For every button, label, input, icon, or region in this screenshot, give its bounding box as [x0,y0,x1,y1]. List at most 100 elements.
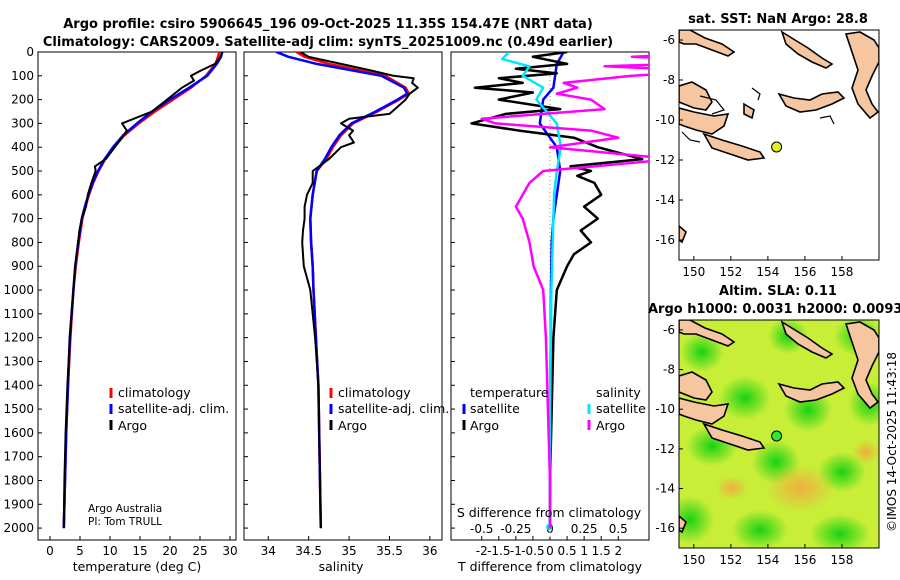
x-tick-label: 5 [76,544,84,558]
figure-title-line2: Climatology: CARS2009. Satellite-adj cli… [43,35,613,50]
temperature-legend: climatology satellite-adj. clim. Argo [109,385,229,433]
x-tick-label: 15 [132,544,147,558]
reef-outlines [681,87,835,143]
sla-map-frame [678,319,880,549]
figure-title-line1: Argo profile: csiro 5906645_196 09-Oct-2… [63,17,593,32]
map-x-tick-label: 158 [831,265,854,279]
depth-axis-ticks: 0 100 200 300 400 500 600 700 800 900 1000 1100 1200… [3,45,455,535]
map-y-tick-label: -14 [655,482,675,496]
sla-map-title: Altim. SLA: 0.11 [719,284,837,299]
argo-line [62,52,224,529]
land-masses [679,320,879,534]
map-y-tick-label: -16 [655,233,675,247]
depth-tick-label: 1600 [3,426,34,440]
legend-t-argo: Argo [470,418,499,433]
map-x-tick-label: 150 [682,553,705,567]
map-y-tick-label: -10 [655,113,675,127]
t-difference-x-ticks: -2 -1.5 -1 -0.5 0 0.5 1 1.5 2 [476,536,622,558]
x-tick-label: 30 [222,544,237,558]
depth-tick-label: 1900 [3,497,34,511]
map-y-tick-label: -10 [655,402,675,416]
sla-map [679,320,879,548]
map-x-tick-label: 152 [719,265,742,279]
legend-salinity-title: salinity [596,385,641,400]
s-diff-tick-label: 0.5 [609,522,628,536]
imos-watermark: ©IMOS 14-Oct-2025 11:43:18 [885,352,899,532]
depth-tick-label: 1200 [3,331,34,345]
depth-tick-label: 1800 [3,473,34,487]
x-tick-label: 25 [192,544,207,558]
credit-line2: PI: Tom TRULL [88,516,162,528]
t-difference-xlabel: T difference from climatology [457,559,643,574]
credit-line1: Argo Australia [88,503,162,515]
sst-map-title: sat. SST: NaN Argo: 28.8 [688,12,868,27]
temperature-panel [37,51,237,541]
map-x-tick-label: 152 [719,553,742,567]
legend-satellite: satellite-adj. clim. [118,401,229,416]
legend-s-satellite: satellite [596,401,646,416]
x-tick-label: 20 [162,544,177,558]
x-tick-label: 36 [422,544,437,558]
difference-legend: temperature satellite Argo salinity sate… [462,385,646,433]
sst-map-ticks: 150 152 154 156 158 -6 -8 -10 -12 -14 -16 [655,33,853,279]
s-argo-diff-line [480,54,649,529]
x-tick-label: 0 [46,544,54,558]
legend-climatology: climatology [338,385,411,400]
argo-line [300,52,419,529]
temperature-x-ticks: 0 5 10 15 20 25 30 [46,536,238,558]
map-x-tick-label: 158 [831,553,854,567]
s-satellite-diff-line [500,52,563,529]
s-diff-tick-label: 0.25 [571,522,598,536]
depth-tick-label: 100 [11,69,34,83]
x-tick-label: 1 [580,544,588,558]
map-y-tick-label: -6 [663,33,675,47]
sst-map-frame [678,29,880,261]
s-diff-tick-label: -0.5 [470,522,493,536]
map-x-tick-label: 150 [682,265,705,279]
x-tick-label: 34 [261,544,276,558]
depth-tick-label: 1000 [3,283,34,297]
sla-map-ticks: 150 152 154 156 158 -6 -8 -10 -12 -14 -16 [655,323,853,567]
map-y-tick-label: -8 [663,73,675,87]
temperature-series [62,52,224,529]
map-x-tick-label: 156 [793,265,816,279]
depth-tick-label: 800 [11,235,34,249]
difference-series [470,52,649,529]
x-tick-label: 35.5 [376,544,403,558]
temperature-xlabel: temperature (deg C) [73,559,202,574]
depth-tick-label: 400 [11,140,34,154]
legend-satellite: satellite-adj. clim. [338,401,449,416]
depth-tick-label: 600 [11,188,34,202]
x-tick-label: -0.5 [521,544,544,558]
map-x-tick-label: 154 [756,553,779,567]
s-diff-tick-label: -0.25 [500,522,531,536]
x-tick-label: 0.5 [558,544,577,558]
salinity-series [275,52,419,529]
sla-map-subtitle: Argo h1000: 0.0031 h2000: 0.0093 [648,302,900,317]
depth-tick-label: 1300 [3,354,34,368]
depth-tick-label: 1100 [3,307,34,321]
float-location-marker [771,430,783,442]
float-location-marker [771,141,783,153]
x-tick-label: 2 [614,544,622,558]
x-tick-label: 34.5 [295,544,322,558]
legend-argo: Argo [118,418,147,433]
depth-tick-label: 700 [11,212,34,226]
depth-tick-label: 1400 [3,378,34,392]
salinity-xlabel: salinity [319,559,364,574]
map-y-tick-label: -14 [655,193,675,207]
salinity-x-ticks: 34 34.5 35 35.5 36 [261,536,438,558]
legend-t-satellite: satellite [470,401,520,416]
x-tick-label: 35 [341,544,356,558]
x-tick-label: -1.5 [487,544,510,558]
x-tick-label: -1 [510,544,522,558]
land-masses [679,30,879,244]
map-y-tick-label: -8 [663,363,675,377]
depth-tick-label: 300 [11,116,34,130]
salinity-legend: climatology satellite-adj. clim. Argo [329,385,449,433]
depth-tick-label: 200 [11,93,34,107]
map-y-tick-label: -12 [655,153,675,167]
legend-temperature-title: temperature [470,385,549,400]
depth-tick-label: 500 [11,164,34,178]
